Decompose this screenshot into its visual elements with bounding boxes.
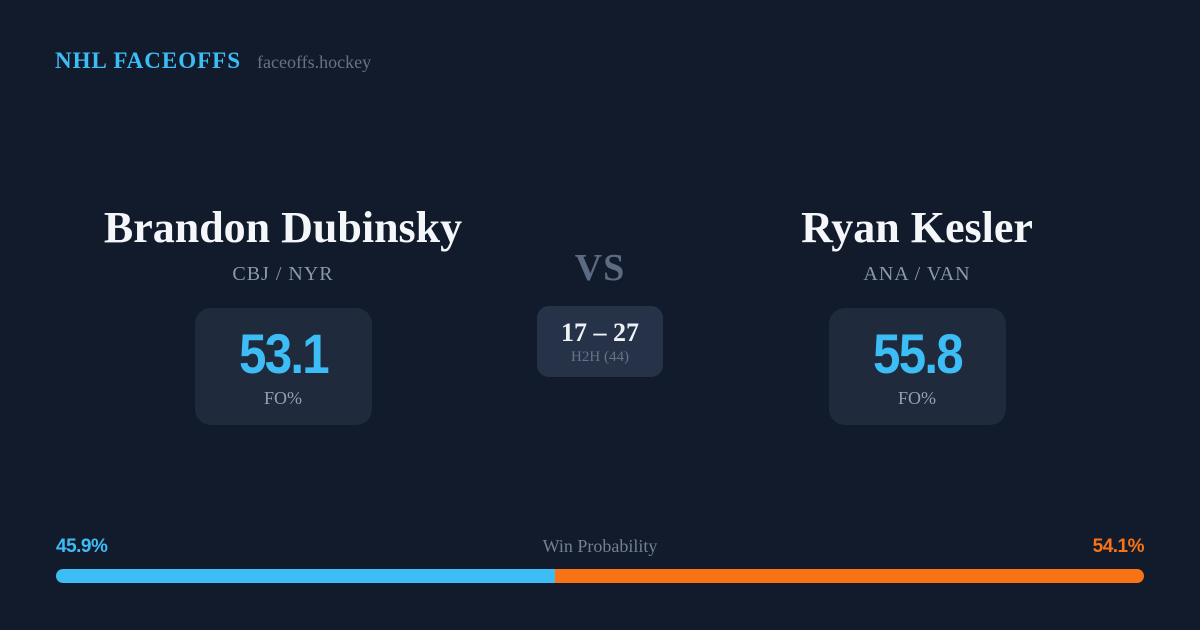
left-fo-value: 53.1 bbox=[238, 322, 330, 385]
win-probability-section: 45.9% Win Probability 54.1% bbox=[56, 536, 1145, 583]
right-fo-label: FO% bbox=[897, 388, 936, 408]
left-fo-card: 53.1 FO% bbox=[194, 308, 372, 425]
win-probability-title: Win Probability bbox=[542, 536, 658, 556]
brand-logo: NHL FACEOFFS bbox=[55, 48, 242, 73]
win-probability-bar bbox=[56, 569, 1144, 583]
right-player-column: Ryan Kesler ANA / VAN 55.8 FO% bbox=[717, 205, 1117, 425]
left-player-name: Brandon Dubinsky bbox=[103, 203, 463, 252]
right-win-pct: 54.1% bbox=[1092, 536, 1145, 557]
win-probability-bar-left-segment bbox=[56, 569, 556, 583]
win-probability-bar-right-segment bbox=[555, 569, 1144, 583]
h2h-card: 17 – 27 H2H (44) bbox=[537, 306, 663, 377]
left-player-teams: CBJ / NYR bbox=[232, 263, 334, 285]
vs-column: VS 17 – 27 H2H (44) bbox=[500, 248, 700, 377]
right-player-name: Ryan Kesler bbox=[801, 203, 1033, 252]
vs-label: VS bbox=[574, 247, 626, 289]
left-fo-label: FO% bbox=[263, 388, 302, 408]
h2h-score: 17 – 27 bbox=[561, 318, 639, 347]
left-win-pct: 45.9% bbox=[56, 536, 108, 557]
win-probability-labels: 45.9% Win Probability 54.1% bbox=[56, 536, 1145, 558]
right-fo-value: 55.8 bbox=[872, 322, 964, 385]
site-url: faceoffs.hockey bbox=[257, 52, 372, 72]
h2h-label: H2H (44) bbox=[571, 349, 629, 365]
header: NHL FACEOFFS faceoffs.hockey bbox=[55, 48, 371, 74]
right-player-teams: ANA / VAN bbox=[863, 263, 971, 285]
right-fo-card: 55.8 FO% bbox=[828, 308, 1006, 425]
left-player-column: Brandon Dubinsky CBJ / NYR 53.1 FO% bbox=[83, 205, 483, 425]
